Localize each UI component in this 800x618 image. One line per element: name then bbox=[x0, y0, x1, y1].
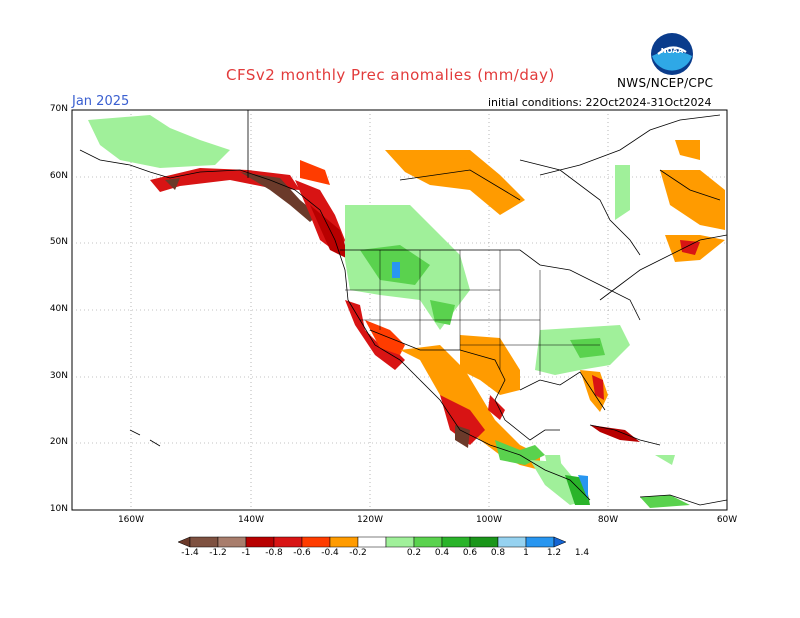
lat-label-40n: 40N bbox=[49, 304, 68, 314]
forecast-month: Jan 2025 bbox=[72, 94, 130, 109]
lat-label-60n: 60N bbox=[49, 171, 68, 181]
colorbar-tick-label: -0.6 bbox=[293, 548, 311, 558]
lat-label-10n: 10N bbox=[49, 504, 68, 514]
lon-label-100w: 100W bbox=[475, 515, 503, 525]
colorbar-swatch bbox=[413, 536, 443, 548]
colorbar-swatch bbox=[385, 536, 415, 548]
colorbar-tick-label: 1.4 bbox=[574, 548, 590, 558]
colorbar-swatch bbox=[178, 536, 191, 548]
colorbar-tick-label: 1 bbox=[523, 548, 529, 558]
coastlines bbox=[79, 110, 728, 506]
colorbar-tick-label: -1.4 bbox=[181, 548, 199, 558]
lat-label-70n: 70N bbox=[49, 104, 68, 114]
anomaly-fill bbox=[88, 115, 725, 508]
colorbar-tick-label: -0.8 bbox=[265, 548, 283, 558]
noaa-logo-text: NOAA bbox=[661, 47, 684, 55]
lat-label-30n: 30N bbox=[49, 371, 68, 381]
initial-conditions: initial conditions: 22Oct2024-31Oct2024 bbox=[488, 96, 712, 109]
colorbar-swatch bbox=[217, 536, 247, 548]
colorbar-tick-label: -1 bbox=[241, 548, 251, 558]
colorbar-swatch bbox=[273, 536, 303, 548]
lat-label-20n: 20N bbox=[49, 437, 68, 447]
colorbar-swatch bbox=[497, 536, 527, 548]
map-title: CFSv2 monthly Prec anomalies (mm/day) bbox=[226, 66, 555, 84]
colorbar-tick-label: -0.2 bbox=[349, 548, 367, 558]
noaa-logo: NOAA bbox=[650, 32, 694, 76]
colorbar-tick-label: -1.2 bbox=[209, 548, 227, 558]
colorbar-swatch bbox=[469, 536, 499, 548]
colorbar-swatch bbox=[525, 536, 555, 548]
agency-label: NWS/NCEP/CPC bbox=[617, 76, 714, 90]
colorbar-swatch bbox=[189, 536, 219, 548]
colorbar-tick-label: 1.2 bbox=[546, 548, 562, 558]
lon-label-140w: 140W bbox=[237, 515, 265, 525]
lat-label-50n: 50N bbox=[49, 237, 68, 247]
colorbar-tick-label: 0.4 bbox=[434, 548, 450, 558]
state-borders bbox=[345, 250, 600, 375]
colorbar-swatch bbox=[329, 536, 359, 548]
grid-lines bbox=[72, 110, 727, 510]
colorbar-swatch bbox=[553, 536, 567, 548]
lon-label-120w: 120W bbox=[356, 515, 384, 525]
colorbar-swatch bbox=[245, 536, 275, 548]
colorbar-swatch bbox=[441, 536, 471, 548]
lon-label-60w: 60W bbox=[716, 515, 738, 525]
lon-label-160w: 160W bbox=[117, 515, 145, 525]
colorbar-tick-label: -0.4 bbox=[321, 548, 339, 558]
colorbar-swatch bbox=[301, 536, 331, 548]
colorbar-tick-label: 0.8 bbox=[490, 548, 506, 558]
lon-label-80w: 80W bbox=[597, 515, 619, 525]
colorbar-tick-label: 0.6 bbox=[462, 548, 478, 558]
colorbar bbox=[178, 536, 567, 548]
colorbar-swatch bbox=[357, 536, 387, 548]
colorbar-tick-label: 0.2 bbox=[406, 548, 422, 558]
